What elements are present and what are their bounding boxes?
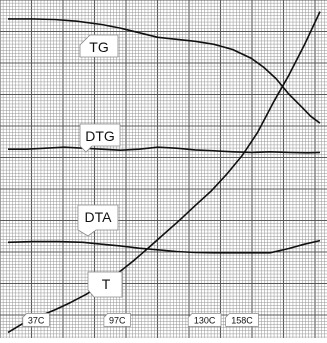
temperature-annotation: 130C: [187, 313, 222, 327]
temperature-annotation-box: [103, 313, 131, 327]
series-label-dta: DTA: [85, 209, 113, 225]
series-label-dtg: DTG: [85, 128, 115, 144]
temperature-annotation-label: 97C: [109, 315, 126, 325]
label-box-dta: DTA: [77, 204, 119, 237]
annotation-layer: 37C 97C 130C 158C: [22, 313, 259, 327]
temperature-annotation-label: 158C: [231, 315, 253, 325]
temperature-annotation-label: 37C: [28, 315, 45, 325]
temperature-annotation: 37C: [22, 313, 50, 327]
series-line-dtg: [8, 146, 321, 154]
label-box-tg: TG: [79, 34, 119, 58]
series-line-dta: [7, 239, 321, 254]
temperature-annotation-box: [22, 313, 50, 327]
series-layer: [7, 11, 321, 334]
callout-layer: TG DTG DTA T: [77, 34, 123, 298]
temperature-annotation-label: 130C: [194, 315, 216, 325]
label-box-t: T: [87, 271, 123, 298]
label-box-dtg: DTG: [79, 123, 121, 153]
temperature-annotation-box: [225, 313, 259, 327]
temperature-annotation: 158C: [225, 313, 259, 327]
series-label-tg: TG: [89, 39, 108, 55]
temperature-annotation: 97C: [103, 313, 131, 327]
temperature-annotation-box: [187, 313, 222, 327]
series-label-t: T: [102, 276, 111, 292]
series-line-tg: [8, 18, 321, 124]
series-line-t: [7, 11, 321, 334]
